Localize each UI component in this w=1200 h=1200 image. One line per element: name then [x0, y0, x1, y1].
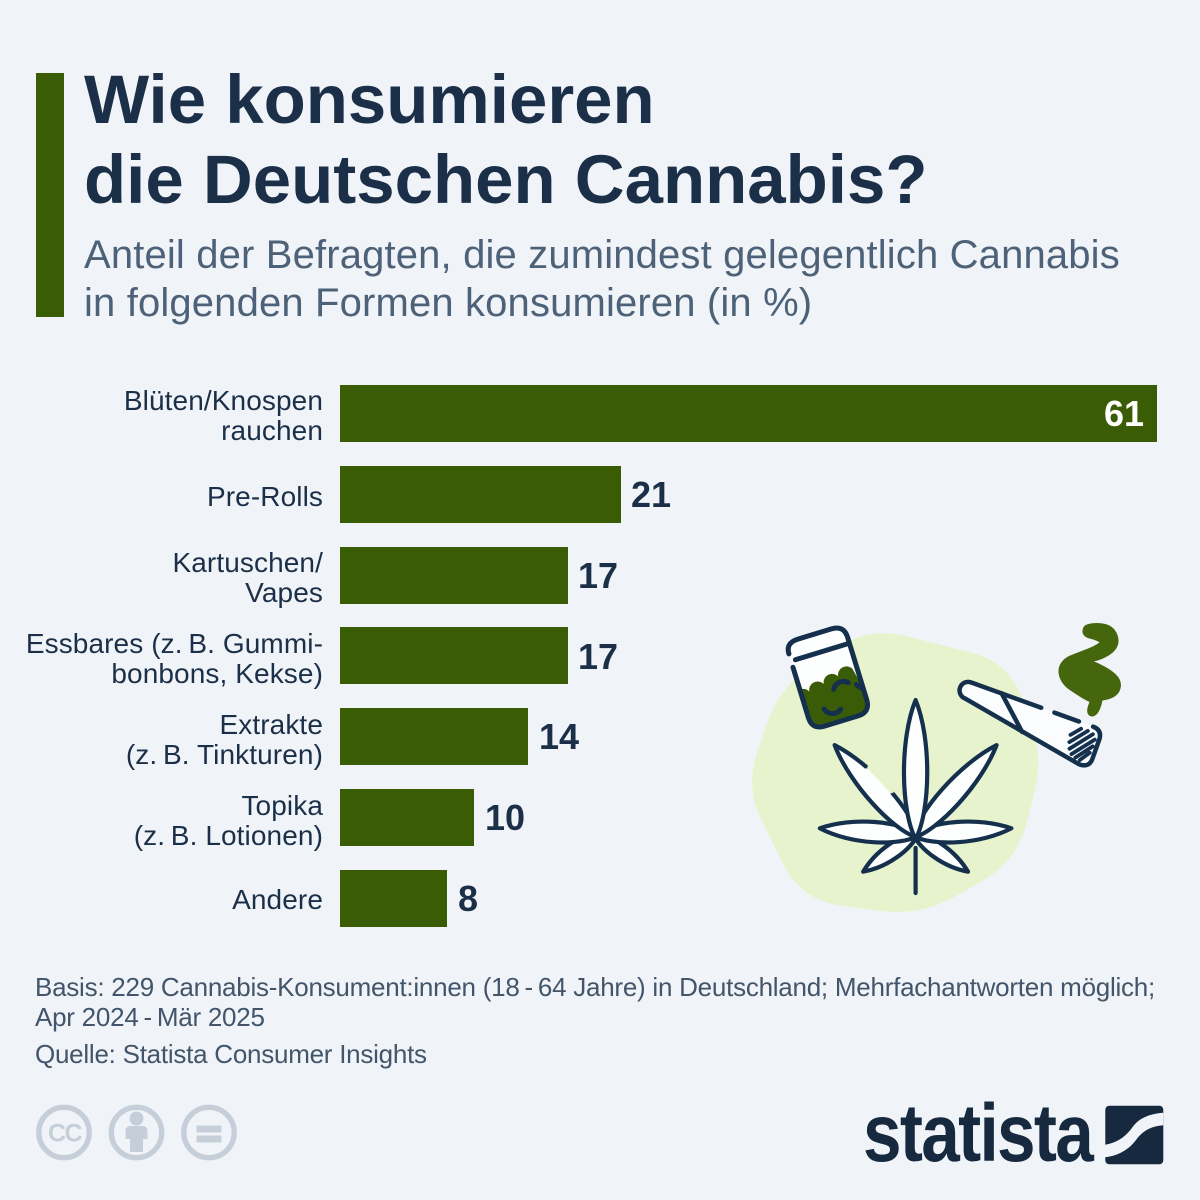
svg-text:CC: CC: [48, 1120, 83, 1148]
